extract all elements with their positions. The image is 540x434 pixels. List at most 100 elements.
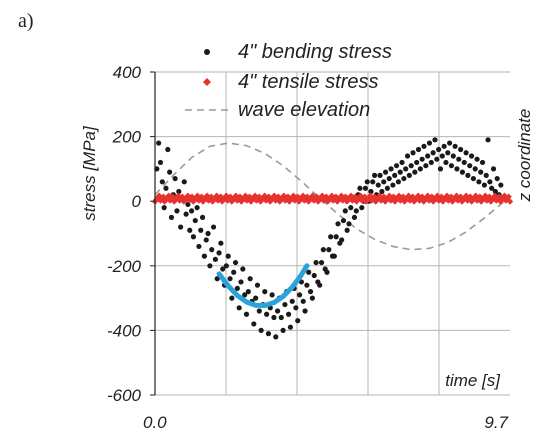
- tensile-stress-point: [188, 193, 196, 200]
- bending-stress-point: [410, 150, 416, 156]
- bending-stress-point: [265, 331, 272, 337]
- bending-stress-point: [408, 163, 414, 169]
- tensile-stress-point: [394, 194, 401, 201]
- bending-stress-point: [264, 311, 270, 317]
- bending-stress-point: [454, 166, 460, 172]
- bending-stress-point: [326, 247, 332, 253]
- bending-stress-point: [205, 230, 211, 237]
- bending-stress-point: [333, 234, 339, 240]
- bending-stress-point: [430, 150, 436, 156]
- tensile-stress-point: [206, 195, 214, 202]
- tensile-stress-point: [217, 193, 224, 200]
- axis-labels: stress [MPa] z coordinate time [s]: [80, 109, 534, 390]
- bending-stress-point: [311, 272, 317, 279]
- tensile-stress-point: [254, 195, 261, 202]
- bending-stress-point: [331, 253, 337, 259]
- bending-stress-point: [445, 150, 451, 156]
- bending-stress-point: [296, 292, 303, 298]
- tensile-stress-point: [177, 195, 185, 202]
- tensile-stress-point: [235, 195, 242, 202]
- bending-stress-point: [232, 259, 239, 266]
- bending-stress-point: [452, 143, 458, 149]
- bending-stress-point: [459, 169, 466, 175]
- legend-label: 4" bending stress: [238, 41, 392, 63]
- bending-stress-point: [163, 185, 169, 191]
- bending-stress-point: [390, 182, 396, 188]
- tensile-stress-point: [225, 195, 233, 202]
- bending-stress-point: [487, 179, 493, 185]
- wave-elevation-series: [154, 142, 511, 251]
- bending-stress-point: [377, 172, 383, 178]
- bending-stress-point: [432, 137, 438, 143]
- tensile-stress-point: [436, 195, 444, 202]
- bending-stress-point: [362, 185, 369, 191]
- bending-stress-point: [463, 150, 469, 156]
- bending-stress-point: [253, 295, 259, 301]
- tensile-stress-point: [331, 195, 338, 202]
- tensile-stress-point: [308, 194, 315, 201]
- bending-stress-point: [302, 308, 308, 314]
- bending-stress-point: [474, 156, 480, 162]
- tensile-stress-point: [221, 194, 229, 201]
- bending-stress-point: [275, 308, 281, 314]
- bending-stress-point: [335, 221, 341, 227]
- bending-stress-point: [403, 166, 409, 172]
- bending-stress-point: [234, 285, 240, 292]
- panel-label: a): [18, 10, 34, 32]
- bending-stress-point: [371, 172, 378, 178]
- bending-stress-point: [498, 182, 504, 188]
- bending-stress-point: [262, 289, 268, 295]
- tensile-stress-point: [327, 194, 334, 201]
- bending-stress-point: [470, 175, 477, 182]
- bending-stress-point: [401, 175, 407, 182]
- bending-stress-point: [479, 159, 486, 166]
- bending-stress-point: [386, 175, 392, 182]
- bending-stress-point: [425, 153, 431, 159]
- bending-stress-point: [359, 205, 365, 211]
- legend-label: 4" tensile stress: [238, 71, 379, 93]
- tensile-stress-point: [202, 194, 209, 201]
- bending-stress-point: [417, 166, 423, 172]
- bending-stress-point: [364, 179, 370, 185]
- legend: 4" bending stress 4" tensile stress wave e…: [185, 41, 392, 121]
- tensile-stress-point: [484, 195, 492, 202]
- bending-stress-point: [412, 169, 418, 175]
- fit-curve-series: [216, 263, 310, 309]
- tensile-stress-point: [302, 195, 309, 202]
- x-tick-label: 9.7: [484, 413, 508, 432]
- bending-stress-point: [340, 217, 347, 224]
- bending-stress-point: [280, 327, 286, 333]
- bending-stress-point: [309, 295, 315, 301]
- bending-stress-point: [375, 182, 381, 188]
- bending-stress-point: [214, 276, 220, 282]
- bending-stress-point: [351, 214, 358, 220]
- bending-stress-point: [254, 282, 261, 288]
- bending-stress-point: [165, 146, 171, 153]
- bending-stress-point: [210, 224, 217, 230]
- legend-label: wave elevation: [238, 99, 370, 121]
- tensile-stress-point: [465, 195, 473, 202]
- tensile-stress-series: [151, 192, 514, 205]
- bending-stress-point: [209, 247, 215, 253]
- bending-stress-point: [159, 179, 165, 185]
- bending-stress-point: [339, 237, 345, 243]
- bending-stress-point: [238, 279, 244, 285]
- bending-stress-point: [271, 314, 277, 321]
- bending-stress-point: [465, 172, 471, 178]
- bending-stress-point: [278, 314, 284, 321]
- bending-stress-point: [282, 301, 288, 308]
- bending-stress-point: [461, 159, 467, 166]
- bending-stress-point: [384, 185, 390, 191]
- bending-stress-point: [370, 179, 376, 185]
- bending-stress-point: [194, 205, 200, 211]
- tensile-stress-point: [408, 195, 415, 202]
- bending-stress-point: [245, 289, 251, 295]
- bending-stress-point: [243, 311, 250, 317]
- wave-elevation-line: [154, 142, 511, 251]
- bending-stress-point: [192, 217, 198, 224]
- bending-stress-point: [437, 166, 444, 172]
- bending-stress-point: [426, 140, 433, 146]
- bending-stress-point: [207, 263, 213, 269]
